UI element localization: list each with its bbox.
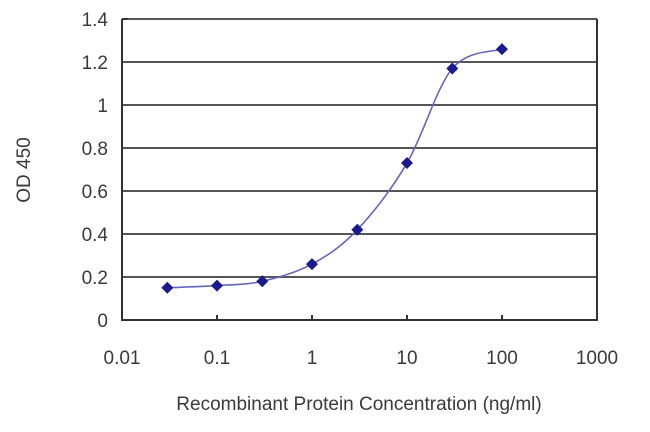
x-axis-tick-labels: 0.01 0.1 1 10 100 1000 [104, 348, 619, 369]
y-tick-label: 1 [97, 96, 108, 117]
plot-frame [121, 19, 598, 321]
y-tick-label: 0.6 [82, 182, 108, 203]
diamond-marker [351, 223, 364, 236]
x-tick-label: 100 [486, 348, 518, 369]
diamond-marker [401, 157, 413, 170]
axes [121, 18, 598, 321]
data-points [161, 43, 508, 294]
diamond-marker [306, 258, 318, 271]
diamond-marker [211, 279, 223, 292]
x-axis-title: Recombinant Protein Concentration (ng/ml… [176, 394, 541, 415]
diamond-marker [446, 62, 459, 75]
gridlines [122, 18, 597, 278]
diamond-marker [496, 43, 508, 56]
y-axis-tick-labels: 0 0.2 0.4 0.6 0.8 1 1.2 1.4 [82, 10, 109, 332]
x-tick-label: 1 [307, 348, 318, 369]
y-tick-label: 0.8 [82, 139, 108, 160]
y-tick-label: 0.2 [82, 268, 108, 289]
diamond-marker [256, 275, 269, 288]
y-tick-label: 1.2 [82, 53, 108, 74]
y-axis-title: OD 450 [14, 137, 35, 202]
x-tick-label: 0.1 [204, 348, 230, 369]
x-tick-label: 1000 [576, 348, 618, 369]
x-tick-label: 0.01 [104, 348, 141, 369]
y-tick-label: 1.4 [82, 10, 109, 31]
diamond-marker [161, 281, 174, 294]
y-tick-label: 0 [97, 311, 108, 332]
x-tick-label: 10 [396, 348, 417, 369]
fitted-curve [167, 48, 503, 289]
y-tick-label: 0.4 [82, 225, 109, 246]
